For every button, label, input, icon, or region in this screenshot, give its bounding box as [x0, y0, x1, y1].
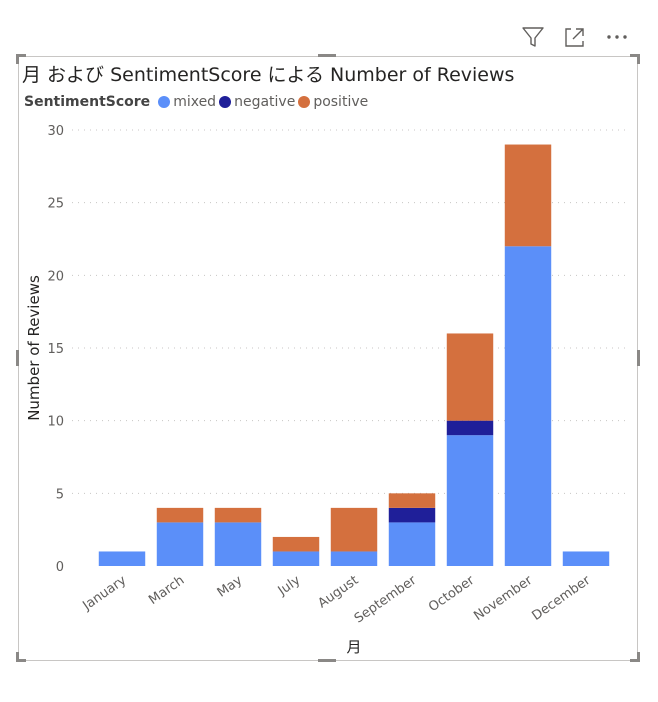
- x-tick-label: September: [352, 573, 420, 627]
- focus-mode-icon[interactable]: [560, 22, 592, 54]
- legend-item-positive[interactable]: positive: [298, 94, 368, 110]
- y-tick-label: 10: [47, 415, 64, 430]
- legend-label-positive: positive: [313, 94, 369, 110]
- x-tick-label: July: [275, 573, 304, 599]
- y-tick-label: 25: [47, 197, 64, 212]
- bar-segment-positive: [214, 507, 262, 523]
- legend-label-mixed: mixed: [173, 94, 217, 110]
- bar-segment-mixed: [214, 522, 262, 566]
- x-tick-label: March: [146, 573, 187, 608]
- bar-segment-mixed: [98, 551, 146, 566]
- resize-handle-top-left[interactable]: [16, 54, 19, 64]
- bar-segment-positive: [388, 493, 436, 508]
- chart-legend: SentimentScore mixed negative positive: [24, 94, 371, 110]
- bar-segment-positive: [156, 507, 204, 523]
- bar-segment-mixed: [562, 551, 610, 566]
- legend-marker-mixed: [158, 96, 171, 108]
- legend-item-negative[interactable]: negative: [219, 94, 295, 110]
- bar-segment-positive: [330, 507, 378, 552]
- bar-segment-positive: [504, 144, 552, 247]
- y-tick-label: 0: [56, 560, 64, 575]
- legend-label-negative: negative: [234, 94, 296, 110]
- bar-segment-mixed: [272, 551, 320, 566]
- x-tick-label: August: [315, 573, 361, 611]
- bar-segment-mixed: [156, 522, 204, 566]
- resize-handle-top[interactable]: [318, 54, 336, 57]
- y-tick-label: 30: [47, 124, 64, 139]
- legend-marker-negative: [219, 96, 232, 108]
- x-tick-label: January: [79, 573, 129, 614]
- resize-handle-right[interactable]: [637, 350, 640, 366]
- x-tick-label: December: [529, 573, 593, 624]
- resize-handle-top-left[interactable]: [16, 54, 26, 57]
- chart-title: 月 および SentimentScore による Number of Revie…: [22, 64, 515, 86]
- bar-segment-mixed: [388, 522, 436, 566]
- resize-handle-bottom-left[interactable]: [16, 652, 19, 662]
- filter-icon[interactable]: [518, 22, 550, 54]
- y-tick-label: 20: [47, 269, 64, 284]
- x-tick-label: November: [471, 573, 536, 624]
- bar-segment-mixed: [330, 551, 378, 566]
- x-tick-label: October: [426, 573, 478, 616]
- resize-handle-bottom-right[interactable]: [630, 659, 640, 662]
- resize-handle-bottom-left[interactable]: [16, 659, 26, 662]
- bar-segment-negative: [446, 420, 494, 436]
- x-tick-label: May: [215, 573, 246, 601]
- bar-segment-mixed: [504, 246, 552, 566]
- bar-segment-positive: [446, 333, 494, 421]
- visual-header-toolbar: [516, 22, 636, 56]
- resize-handle-top-right[interactable]: [637, 54, 640, 64]
- legend-title: SentimentScore: [24, 94, 151, 110]
- resize-handle-top-right[interactable]: [630, 54, 640, 57]
- y-axis-title: Number of Reviews: [25, 275, 43, 421]
- more-options-icon[interactable]: [602, 22, 634, 54]
- resize-handle-left[interactable]: [16, 350, 19, 366]
- y-tick-label: 15: [47, 342, 64, 357]
- x-axis-title: 月: [346, 638, 361, 656]
- resize-handle-bottom-right[interactable]: [637, 652, 640, 662]
- bar-segment-positive: [272, 536, 320, 552]
- legend-marker-positive: [298, 96, 311, 108]
- legend-item-mixed[interactable]: mixed: [158, 94, 216, 110]
- bar-segment-negative: [388, 507, 436, 523]
- y-tick-label: 5: [56, 487, 64, 502]
- bar-segment-mixed: [446, 435, 494, 566]
- resize-handle-bottom[interactable]: [318, 659, 336, 662]
